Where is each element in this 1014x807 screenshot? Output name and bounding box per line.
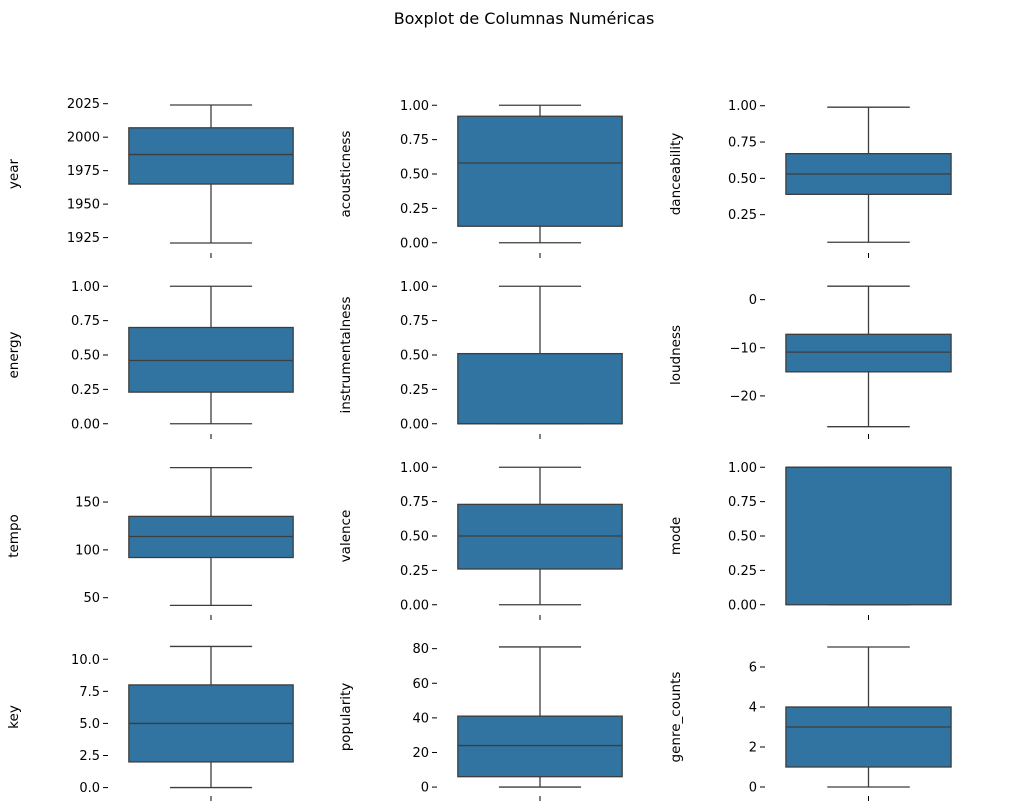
panel-valence: 0.00 0.25 0.50 0.75 1.00 valence — [338, 461, 623, 620]
iqr-box — [785, 706, 952, 768]
y-tick-label: 1.00 — [400, 99, 429, 114]
y-axis-label: tempo — [6, 514, 22, 558]
y-tick-label: 100 — [75, 543, 100, 558]
y-tick-label: 0.50 — [728, 172, 757, 187]
y-tick-label: 0.50 — [728, 530, 757, 545]
y-tick-label: 40 — [412, 711, 429, 726]
y-tick-label: 0.25 — [400, 202, 429, 217]
y-axis-label: loudness — [668, 325, 684, 385]
y-tick-label: 0.25 — [400, 383, 429, 398]
y-tick-label: 0.75 — [728, 495, 757, 510]
y-tick-label: 0 — [749, 293, 757, 308]
y-tick-label: 0 — [749, 781, 757, 796]
y-tick-label: 0.50 — [71, 349, 100, 364]
y-tick-label: 6 — [749, 661, 757, 676]
iqr-box — [457, 352, 623, 425]
y-axis-label: mode — [668, 517, 684, 555]
panel-mode: 0.00 0.25 0.50 0.75 1.00 mode — [668, 461, 952, 620]
y-tick-label: 0.75 — [400, 495, 429, 510]
y-axis-label: popularity — [338, 683, 354, 752]
iqr-box — [128, 326, 294, 393]
y-tick-label: 2.5 — [79, 749, 100, 764]
y-tick-label: 0.75 — [71, 314, 100, 329]
y-tick-label: 0.50 — [400, 168, 429, 183]
chart-title: Boxplot de Columnas Numéricas — [394, 9, 655, 28]
iqr-box — [457, 115, 623, 227]
panel-loudness: −20 −10 0 loudness — [668, 285, 952, 439]
y-tick-label: 0.75 — [400, 133, 429, 148]
panel-danceability: 0.25 0.50 0.75 1.00 danceability — [668, 99, 952, 258]
y-tick-label: 0.00 — [400, 598, 429, 613]
y-tick-label: 50 — [83, 591, 100, 606]
y-tick-label: 0.00 — [71, 417, 100, 432]
y-axis-label: genre_counts — [668, 672, 684, 763]
y-tick-label: 0.00 — [400, 236, 429, 251]
y-tick-label: −10 — [730, 341, 757, 356]
y-tick-label: −20 — [730, 389, 757, 404]
y-tick-label: 0.0 — [79, 781, 100, 796]
y-tick-label: 150 — [75, 496, 100, 511]
y-axis-label: year — [6, 158, 22, 189]
y-tick-label: 0.50 — [400, 530, 429, 545]
y-axis-label: acousticness — [338, 131, 354, 218]
y-tick-label: 2000 — [67, 131, 100, 146]
y-tick-label: 1.00 — [728, 461, 757, 476]
y-tick-label: 2025 — [67, 97, 100, 112]
y-tick-label: 0.75 — [728, 136, 757, 151]
panel-tempo: 50 100 150 tempo — [6, 466, 294, 620]
y-tick-label: 7.5 — [79, 685, 100, 700]
panel-year: 1925 1950 1975 2000 2025 year — [6, 97, 294, 258]
y-tick-label: 1925 — [67, 231, 100, 246]
panels-grid: 19251950197520002025year0.000.250.500.75… — [6, 97, 952, 801]
y-axis-label: danceability — [668, 133, 684, 216]
iqr-box — [457, 715, 623, 778]
panel-genre_counts: 0 2 4 6 genre_counts — [668, 646, 952, 801]
y-axis-label: instrumentalness — [338, 297, 354, 414]
panel-energy: 0.00 0.25 0.50 0.75 1.00 energy — [6, 280, 294, 439]
y-tick-label: 1950 — [67, 198, 100, 213]
y-tick-label: 0.75 — [400, 314, 429, 329]
y-tick-label: 80 — [412, 642, 429, 657]
y-tick-label: 10.0 — [71, 653, 100, 668]
panel-popularity: 0 20 40 60 80 popularity — [338, 642, 623, 801]
y-tick-label: 0.00 — [728, 598, 757, 613]
y-tick-label: 60 — [412, 677, 429, 692]
iqr-box — [457, 503, 623, 570]
y-tick-label: 0.25 — [71, 383, 100, 398]
iqr-box — [785, 333, 952, 373]
y-tick-label: 2 — [749, 741, 757, 756]
y-tick-label: 0.50 — [400, 349, 429, 364]
y-tick-label: 1.00 — [728, 99, 757, 114]
y-tick-label: 4 — [749, 701, 757, 716]
y-tick-label: 1.00 — [400, 461, 429, 476]
iqr-box — [128, 127, 294, 185]
y-axis-label: valence — [338, 510, 354, 563]
y-tick-label: 1.00 — [400, 280, 429, 295]
y-axis-label: key — [6, 705, 22, 729]
y-tick-label: 1.00 — [71, 280, 100, 295]
y-tick-label: 0.25 — [728, 208, 757, 223]
y-axis-label: energy — [6, 331, 22, 378]
panel-acousticness: 0.00 0.25 0.50 0.75 1.00 acousticness — [338, 99, 623, 258]
y-tick-label: 0.25 — [400, 564, 429, 579]
panel-instrumentalness: 0.00 0.25 0.50 0.75 1.00 instrumentalness — [338, 280, 623, 439]
y-tick-label: 0.25 — [728, 564, 757, 579]
y-tick-label: 1975 — [67, 164, 100, 179]
y-tick-label: 5.0 — [79, 717, 100, 732]
panel-key: 0.0 2.5 5.0 7.5 10.0 key — [6, 645, 294, 801]
y-tick-label: 0 — [421, 781, 429, 796]
iqr-box — [785, 466, 952, 606]
y-tick-label: 20 — [412, 746, 429, 761]
y-tick-label: 0.00 — [400, 417, 429, 432]
